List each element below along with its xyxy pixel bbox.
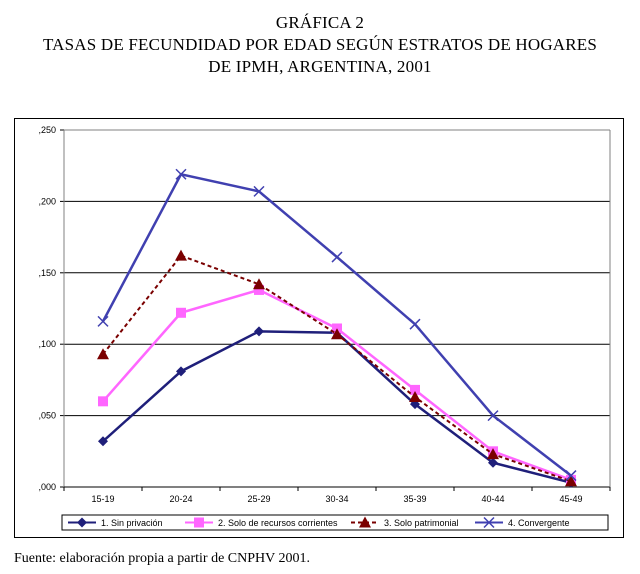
chart-title-line-3: DE IPMH, ARGENTINA, 2001 bbox=[208, 57, 432, 76]
marker-stroke bbox=[97, 315, 109, 327]
x-tick-label: 35-39 bbox=[403, 494, 426, 504]
marker-stroke bbox=[253, 185, 265, 197]
legend-marker bbox=[483, 516, 495, 529]
data-point bbox=[488, 457, 498, 468]
chart-border bbox=[14, 118, 624, 538]
legend-entry-1: 1. Sin privación bbox=[68, 517, 163, 528]
x-tick-label: 25-29 bbox=[247, 494, 270, 504]
y-tick-label: ,100 bbox=[38, 339, 56, 349]
data-point bbox=[254, 326, 264, 337]
marker-stroke bbox=[331, 251, 343, 263]
legend-marker bbox=[359, 516, 371, 528]
marker-stroke bbox=[483, 516, 495, 529]
legend-marker bbox=[194, 517, 204, 528]
legend-label: 3. Solo patrimonial bbox=[384, 518, 459, 528]
series-4 bbox=[97, 168, 577, 482]
series-layer bbox=[97, 168, 577, 488]
legend-entry-4: 4. Convergente bbox=[475, 516, 570, 529]
data-point bbox=[410, 384, 420, 395]
data-point bbox=[175, 168, 187, 180]
chart-title-line-2: TASAS DE FECUNDIDAD POR EDAD SEGÚN ESTRA… bbox=[42, 35, 598, 54]
y-tick-label: ,200 bbox=[38, 196, 56, 206]
data-point bbox=[254, 284, 264, 295]
legend-entry-2: 2. Solo de recursos corrientes bbox=[185, 517, 338, 528]
legend-label: 4. Convergente bbox=[508, 518, 570, 528]
legend-label: 1. Sin privación bbox=[101, 518, 163, 528]
y-tick-label: ,150 bbox=[38, 268, 56, 278]
data-point bbox=[175, 249, 187, 261]
data-point bbox=[331, 328, 343, 340]
data-point bbox=[253, 185, 265, 197]
fertility-line-chart: ,000 ,050 ,100 ,150 ,200 ,250 15-19 20-24 25-29 3… bbox=[14, 118, 624, 538]
y-tick-label: ,250 bbox=[38, 125, 56, 135]
marker-stroke bbox=[175, 168, 187, 180]
axes: ,000 ,050 ,100 ,150 ,200 ,250 15-19 20-24 25-29 3… bbox=[38, 125, 611, 504]
y-tick-label: ,050 bbox=[38, 411, 56, 421]
x-tick-label: 40-44 bbox=[481, 494, 504, 504]
data-point bbox=[487, 448, 499, 460]
data-point bbox=[176, 366, 186, 377]
x-tick-label: 45-49 bbox=[559, 494, 582, 504]
series-3 bbox=[97, 249, 577, 487]
data-point bbox=[98, 396, 108, 407]
source-note: Fuente: elaboración propia a partir de C… bbox=[14, 551, 311, 566]
x-tick-label: 30-34 bbox=[325, 494, 348, 504]
data-point bbox=[409, 391, 421, 403]
x-tick-label: 20-24 bbox=[169, 494, 192, 504]
data-point bbox=[97, 315, 109, 327]
data-point bbox=[409, 318, 421, 330]
data-point bbox=[176, 307, 186, 318]
chart-title: GRÁFICA 2 TASAS DE FECUNDIDAD POR EDAD S… bbox=[0, 12, 640, 78]
chart-title-line-1: GRÁFICA 2 bbox=[275, 13, 365, 32]
data-point bbox=[98, 436, 108, 447]
legend-label: 2. Solo de recursos corrientes bbox=[218, 518, 338, 528]
data-point bbox=[331, 251, 343, 263]
data-point bbox=[487, 410, 499, 422]
legend-marker bbox=[77, 517, 87, 528]
marker-stroke bbox=[409, 318, 421, 330]
y-tick-label: ,000 bbox=[38, 482, 56, 492]
marker-stroke bbox=[565, 470, 577, 482]
x-tick-label: 15-19 bbox=[91, 494, 114, 504]
data-point bbox=[253, 278, 265, 290]
data-point bbox=[565, 470, 577, 482]
marker-stroke bbox=[487, 410, 499, 422]
data-point bbox=[97, 348, 109, 360]
data-point bbox=[565, 475, 577, 487]
legend: 1. Sin privación 2. Solo de recursos corr… bbox=[61, 514, 609, 531]
legend-entry-3: 3. Solo patrimonial bbox=[351, 516, 459, 528]
